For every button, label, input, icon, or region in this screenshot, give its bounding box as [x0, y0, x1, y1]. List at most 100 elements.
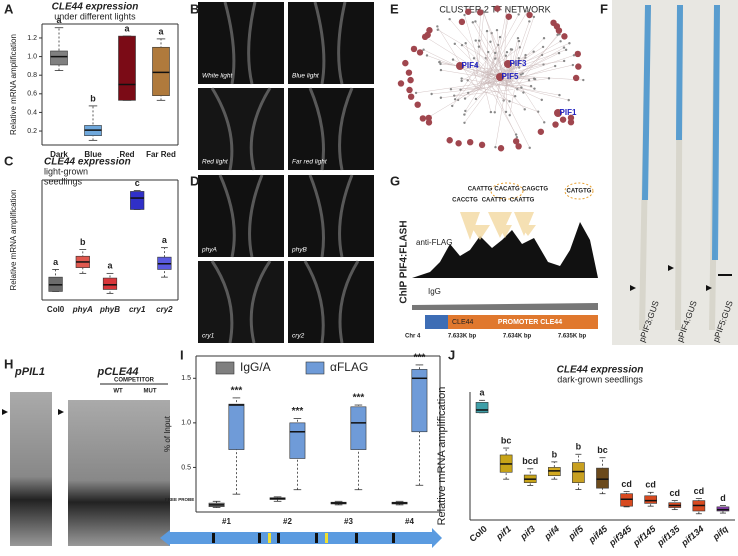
node: [460, 77, 463, 80]
x-tick-label: Dark: [50, 150, 68, 159]
node: [448, 17, 451, 21]
node: [513, 95, 517, 98]
node: [455, 140, 462, 147]
node: [553, 64, 557, 68]
node: [494, 145, 497, 149]
legend-label: IgG/A: [240, 360, 271, 374]
box: [350, 406, 367, 450]
y-axis-label: % of Input: [163, 415, 172, 452]
edge: [483, 11, 509, 90]
promoter-label: PROMOTER CLE44: [498, 319, 562, 326]
node: [547, 77, 551, 80]
motif: CAATTG: [482, 198, 507, 204]
probe-label: pPIL1: [14, 366, 45, 378]
y-axis-label: Relative mRNA amplification: [9, 34, 18, 135]
node: [557, 51, 561, 55]
legend-label: αFLAG: [330, 360, 368, 374]
legend-swatch: [215, 361, 235, 375]
node: [524, 53, 527, 57]
node: [464, 42, 467, 45]
edge: [464, 14, 483, 75]
node: [508, 114, 511, 117]
box: [118, 35, 136, 101]
node: [532, 50, 535, 53]
motif-circle: [490, 182, 524, 200]
node: [537, 128, 545, 135]
node: [460, 43, 464, 47]
annotation: b: [552, 449, 558, 459]
motif: CACCTG: [452, 198, 478, 204]
node: [466, 138, 474, 146]
node-label: PIF3: [510, 59, 527, 68]
y-tick-label: 0.5: [181, 464, 191, 471]
position: 7.634K bp: [503, 334, 532, 340]
panel-label: I: [180, 347, 184, 362]
annotation: a: [53, 257, 59, 267]
node: [559, 116, 567, 123]
node: [521, 72, 524, 75]
node: [494, 5, 501, 12]
node: [558, 93, 561, 97]
y-tick-label: 1.0: [181, 420, 191, 427]
annotation: a: [480, 388, 486, 398]
node: [493, 111, 496, 114]
annotation: cd: [694, 486, 705, 496]
annotation: a: [162, 235, 168, 245]
box: [228, 403, 245, 450]
motif: CACATG: [494, 187, 520, 193]
motif: CAGCTG: [522, 187, 548, 193]
node: [453, 42, 457, 46]
edge: [505, 63, 515, 77]
chart-subtitle: under different lights: [54, 11, 136, 21]
node: [493, 57, 497, 60]
node: [542, 37, 546, 40]
edge: [494, 82, 500, 113]
annotation: cd: [621, 479, 632, 489]
node: [571, 63, 575, 67]
panel-label: E: [390, 1, 399, 16]
annotation: bcd: [522, 456, 538, 466]
node: [465, 8, 472, 15]
node: [512, 138, 520, 145]
micrograph: [198, 2, 284, 84]
node: [575, 63, 582, 70]
x-tick-label: Blue: [84, 150, 102, 159]
node: [528, 146, 531, 150]
x-tick-label: pif4: [542, 524, 561, 543]
node: [533, 87, 536, 90]
node: [540, 98, 543, 102]
node: [555, 27, 563, 34]
node-label: PIF4: [462, 61, 479, 70]
motif: CAATTG: [468, 187, 493, 193]
edge: [497, 83, 530, 148]
hub: [456, 62, 464, 70]
edge: [423, 70, 507, 121]
chart-subtitle: seedlings: [44, 176, 83, 186]
hub: [554, 109, 562, 117]
node: [474, 97, 478, 101]
node: [489, 110, 493, 114]
edge: [480, 11, 528, 89]
panel-b: White light Blue light Red light Far red…: [198, 1, 374, 171]
box: [644, 495, 658, 504]
node: [422, 48, 425, 51]
node: [520, 86, 523, 89]
promoter-arrow: [168, 528, 442, 548]
node: [568, 42, 571, 45]
box: [102, 277, 118, 290]
node: [564, 48, 568, 52]
node: [519, 73, 523, 76]
chromosome: Chr 4: [405, 334, 421, 340]
x-tick-label: cry1: [129, 305, 146, 314]
edge: [503, 7, 507, 83]
edge: [461, 71, 478, 82]
node: [550, 19, 557, 27]
node: [526, 11, 533, 19]
box: [289, 422, 306, 459]
gus-stain: [642, 4, 720, 261]
node: [572, 54, 576, 57]
annotation: c: [135, 178, 140, 188]
node: [449, 88, 453, 91]
node: [463, 121, 466, 124]
